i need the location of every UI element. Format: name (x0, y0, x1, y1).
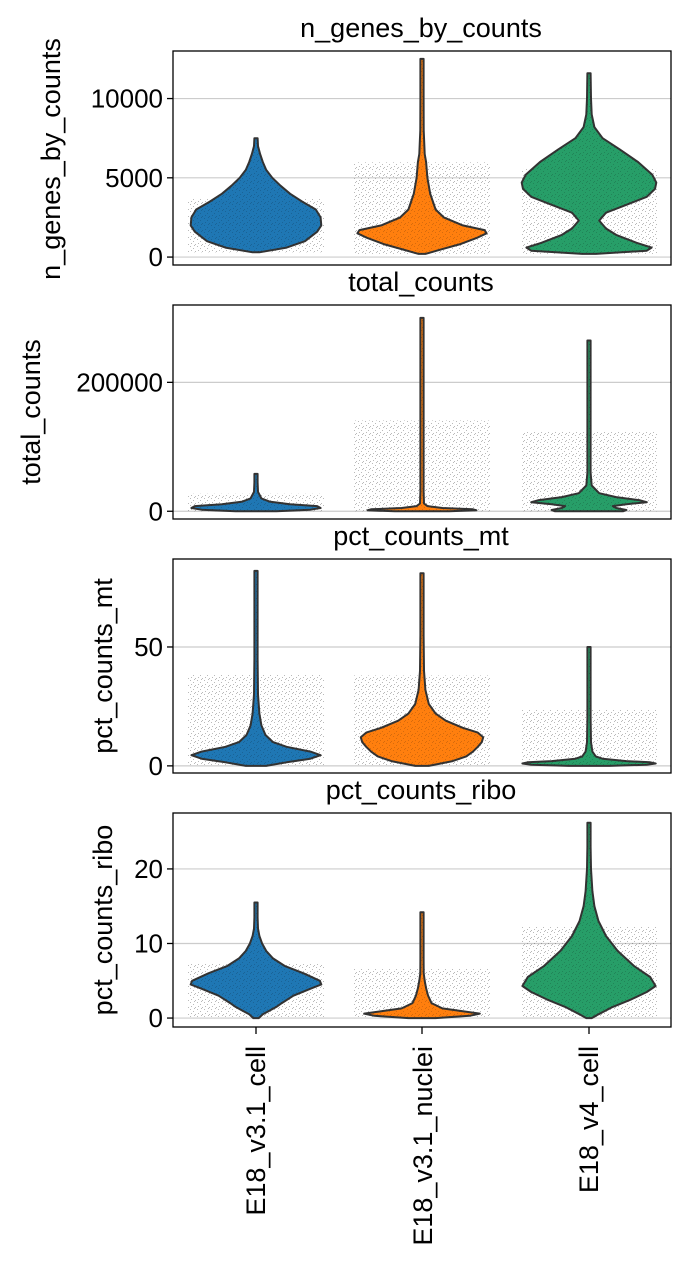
y-tick-label: 0 (149, 751, 163, 781)
plot-frame (172, 558, 672, 774)
violin-points (522, 647, 656, 766)
panel-n-genes-by-counts: n_genes_by_counts n_genes_by_counts (36, 13, 542, 280)
x-axis: E18_v3.1_cell E18_v3.1_nuclei E18_v4_cel… (241, 1027, 604, 1246)
y-tick-label: 0 (149, 496, 163, 526)
violin-points (364, 912, 480, 1019)
violin-points (367, 317, 477, 512)
y-tick-label: 5000 (105, 163, 163, 193)
panel-pct-counts-ribo: pct_counts_ribo pct_counts_ribo (88, 775, 516, 1015)
panel-title: pct_counts_ribo (326, 775, 517, 805)
x-tick-label: E18_v3.1_nuclei (408, 1046, 438, 1246)
x-tick-label: E18_v3.1_cell (241, 1046, 271, 1216)
plot-frame (172, 304, 672, 520)
violin-points (357, 58, 487, 254)
panel-pct-counts-mt: pct_counts_mt pct_counts_mt (88, 521, 509, 754)
panel-title: n_genes_by_counts (300, 13, 542, 43)
violin-points (360, 573, 484, 766)
y-tick-label: 0 (149, 242, 163, 272)
y-axis-label: n_genes_by_counts (36, 38, 66, 280)
plot-layer: 0 5000 10000 0 200000 0 50 0 10 20 (76, 50, 672, 1033)
plot-frame (172, 50, 672, 266)
y-tick-label: 200000 (76, 367, 163, 397)
y-tick-label: 0 (149, 1003, 163, 1033)
violin-points (531, 340, 647, 512)
x-tick-label: E18_v4_cell (574, 1046, 604, 1193)
panel-title: total_counts (348, 267, 494, 297)
y-tick-label: 20 (134, 854, 163, 884)
violin-points (522, 822, 656, 1019)
violin-points (190, 902, 322, 1019)
violin-points (521, 73, 657, 254)
y-tick-label: 10000 (91, 84, 163, 114)
violin-points (191, 473, 321, 512)
panel-total-counts: total_counts total_counts (16, 267, 494, 485)
y-tick-label: 50 (134, 632, 163, 662)
y-axis-label: pct_counts_ribo (88, 825, 118, 1016)
y-axis-label: total_counts (16, 339, 46, 485)
y-axis-label: pct_counts_mt (88, 578, 118, 754)
violin-points (190, 138, 322, 253)
panel-title: pct_counts_mt (333, 521, 509, 551)
violin-points (191, 570, 321, 766)
y-tick-label: 10 (134, 928, 163, 958)
